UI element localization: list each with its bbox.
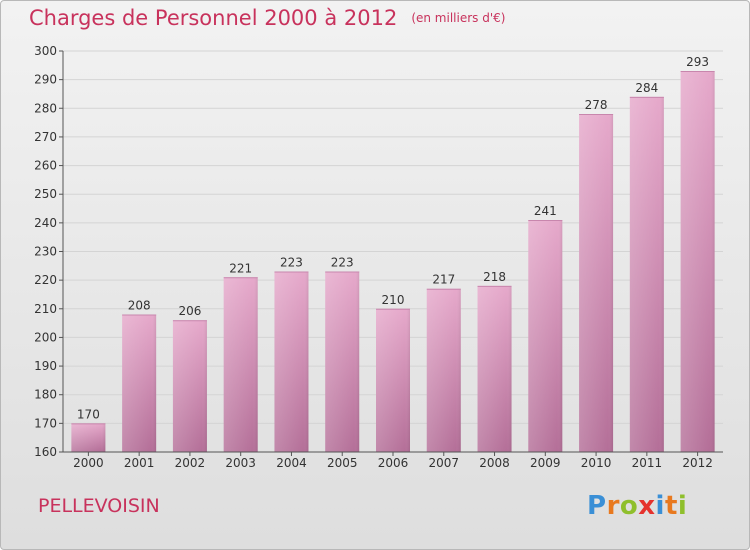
bars: 170 208 206 221 223 223 210 217 218 241 278 284 293 xyxy=(71,55,715,453)
bar-shading xyxy=(172,320,207,452)
y-tick-label: 170 xyxy=(34,416,57,430)
x-tick-label: 2009 xyxy=(530,456,561,470)
proxiti-logo: Proxiti xyxy=(587,491,687,521)
data-label: 206 xyxy=(178,304,201,318)
y-tick-label: 180 xyxy=(34,388,57,402)
bar-shading xyxy=(426,288,461,452)
bar-shading xyxy=(325,271,360,452)
logo-letter: P xyxy=(587,491,607,521)
data-label: 210 xyxy=(382,293,405,307)
x-tick-label: 2010 xyxy=(581,456,612,470)
logo-letter: r xyxy=(606,491,620,521)
y-tick-label: 300 xyxy=(34,44,57,58)
x-tick-label: 2003 xyxy=(225,456,256,470)
axes: 160 170 180 190 200 210 220 230 240 250 260 270 280 2… xyxy=(34,44,723,470)
data-label: 221 xyxy=(229,261,252,275)
y-tick-label: 240 xyxy=(34,216,57,230)
bar-shading xyxy=(274,271,309,452)
bar-shading xyxy=(680,71,715,453)
data-label: 223 xyxy=(280,256,303,270)
x-tick-label: 2005 xyxy=(327,456,358,470)
logo-letter: x xyxy=(638,491,656,521)
y-tick-label: 190 xyxy=(34,359,57,373)
y-tick-label: 160 xyxy=(34,445,57,459)
x-tick-label: 2006 xyxy=(378,456,409,470)
bar-shading xyxy=(122,314,157,452)
bar-shading xyxy=(223,277,258,452)
y-tick-label: 250 xyxy=(34,187,57,201)
data-label: 223 xyxy=(331,256,354,270)
chart-title: Charges de Personnel 2000 à 2012 xyxy=(29,6,398,30)
data-label: 208 xyxy=(128,299,151,313)
data-label: 278 xyxy=(585,98,608,112)
bar-shading xyxy=(376,308,410,452)
logo-letter: t xyxy=(664,491,678,521)
y-tick-label: 230 xyxy=(34,245,57,259)
data-label: 293 xyxy=(686,55,709,69)
data-label: 217 xyxy=(432,273,455,287)
x-tick-label: 2002 xyxy=(175,456,206,470)
x-tick-label: 2004 xyxy=(276,456,307,470)
y-tick-label: 270 xyxy=(34,130,57,144)
x-tick-label: 2008 xyxy=(479,456,510,470)
y-tick-label: 200 xyxy=(34,330,57,344)
x-tick-label: 2011 xyxy=(632,456,663,470)
data-label: 170 xyxy=(77,407,100,421)
y-tick-label: 290 xyxy=(34,73,57,87)
logo-letter: i xyxy=(677,491,688,521)
bar-shading xyxy=(71,423,106,452)
y-tick-label: 220 xyxy=(34,273,57,287)
bar-shading xyxy=(477,285,512,452)
bar-shading xyxy=(579,114,614,452)
bar-shading xyxy=(528,219,563,452)
chart-title-block: Charges de Personnel 2000 à 2012 (en mill… xyxy=(29,6,505,30)
y-tick-label: 260 xyxy=(34,159,57,173)
data-label: 284 xyxy=(635,81,658,95)
commune-name: PELLEVOISIN xyxy=(38,495,160,517)
data-label: 218 xyxy=(483,270,506,284)
chart-subtitle: (en milliers d'€) xyxy=(411,11,506,25)
y-tick-label: 210 xyxy=(34,302,57,316)
x-tick-label: 2012 xyxy=(682,456,713,470)
data-label: 241 xyxy=(534,204,557,218)
x-tick-label: 2000 xyxy=(73,456,104,470)
x-tick-label: 2001 xyxy=(124,456,155,470)
bar-shading xyxy=(629,96,664,452)
y-tick-label: 280 xyxy=(34,101,57,115)
logo-letter: i xyxy=(655,491,665,521)
x-tick-label: 2007 xyxy=(428,456,459,470)
logo-letter: o xyxy=(619,491,639,521)
